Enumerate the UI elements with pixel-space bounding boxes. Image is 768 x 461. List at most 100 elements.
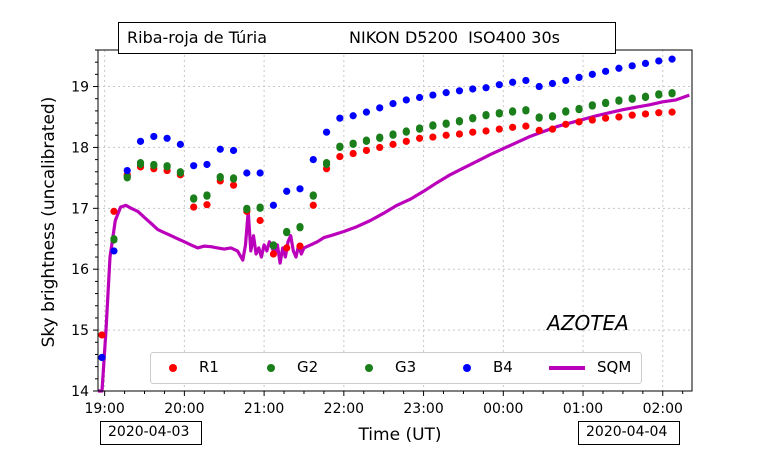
x-tick-label: 01:00: [563, 401, 603, 417]
point-r1: [98, 331, 106, 339]
point-b4: [469, 85, 477, 93]
annotation-label: AZOTEA: [545, 311, 629, 335]
point-g3: [615, 96, 623, 104]
point-g3: [575, 104, 583, 113]
point-r1: [376, 143, 384, 152]
point-r1: [455, 130, 464, 138]
date-left: 2020-04-03: [108, 424, 190, 440]
point-g3: [336, 142, 344, 150]
sqm-line: [98, 93, 690, 393]
point-r1: [389, 140, 397, 148]
header-box: Riba-roja de Túria NIKON D5200 ISO400 30…: [118, 22, 616, 54]
point-g3: [243, 204, 251, 212]
point-b4: [588, 70, 596, 78]
x-tick-label: 20:00: [164, 401, 204, 417]
y-tick-label: 18: [71, 140, 89, 156]
point-g3: [136, 159, 145, 167]
point-g3: [588, 101, 596, 109]
point-g3: [469, 113, 477, 122]
point-b4: [548, 79, 557, 88]
point-b4: [296, 185, 304, 193]
point-g3: [123, 173, 131, 181]
point-b4: [415, 93, 424, 102]
point-b4: [389, 99, 397, 108]
point-b4: [163, 134, 171, 142]
point-b4: [243, 169, 251, 177]
point-b4: [362, 108, 371, 116]
point-g3: [641, 92, 650, 100]
point-r1: [362, 146, 371, 155]
point-r1: [415, 134, 424, 142]
point-r1: [190, 203, 198, 211]
point-b4: [269, 201, 278, 209]
point-b4: [522, 76, 530, 85]
point-r1: [442, 131, 450, 139]
point-r1: [668, 108, 676, 116]
point-r1: [562, 120, 570, 128]
point-b4: [322, 128, 331, 136]
x-tick-label: 02:00: [643, 401, 683, 417]
point-b4: [176, 140, 184, 148]
point-r1: [429, 133, 437, 141]
point-r1: [229, 181, 238, 189]
point-r1: [602, 114, 610, 122]
date-right-box: 2020-04-04: [578, 421, 680, 445]
point-b4: [455, 87, 464, 95]
point-g3: [322, 159, 331, 167]
point-g3: [402, 127, 410, 135]
point-g3: [269, 241, 278, 249]
point-r1: [641, 110, 650, 118]
point-b4: [429, 91, 437, 99]
point-b4: [641, 59, 650, 67]
x-tick-label: 19:00: [84, 401, 124, 417]
legend-marker-g3: [365, 364, 373, 372]
y-axis-label: Sky brightness (uncalibrated): [39, 97, 59, 348]
date-left-box: 2020-04-03: [100, 421, 202, 445]
point-g3: [163, 162, 171, 170]
point-g3: [110, 235, 118, 243]
y-tick-label: 16: [71, 262, 89, 278]
point-g3: [176, 168, 184, 176]
point-b4: [110, 247, 118, 255]
point-b4: [256, 169, 264, 177]
legend-marker-b4: [463, 364, 471, 372]
point-r1: [628, 111, 636, 119]
x-tick-label: 21:00: [244, 401, 284, 417]
point-r1: [548, 125, 557, 133]
point-b4: [562, 76, 570, 85]
legend-marker-r1: [169, 364, 177, 372]
point-b4: [628, 62, 636, 70]
point-b4: [123, 166, 131, 175]
point-g3: [522, 106, 530, 114]
legend-marker-g2: [267, 364, 275, 372]
point-r1: [110, 207, 118, 215]
point-b4: [203, 160, 211, 169]
point-g3: [535, 113, 543, 121]
legend-label-sqm: SQM: [597, 358, 632, 376]
point-b4: [98, 353, 106, 362]
point-g3: [429, 121, 437, 129]
point-r1: [269, 250, 278, 258]
point-b4: [668, 55, 676, 63]
point-g3: [389, 130, 397, 138]
legend-label-b4: B4: [493, 358, 513, 376]
point-series: [98, 55, 676, 362]
point-b4: [535, 82, 543, 91]
point-g3: [562, 107, 570, 115]
legend: R1 G2 G3 B4 SQM: [150, 352, 642, 384]
point-b4: [136, 137, 145, 145]
point-r1: [349, 149, 357, 158]
point-b4: [349, 112, 357, 120]
point-b4: [150, 132, 158, 141]
point-g3: [655, 90, 663, 98]
point-g3: [415, 124, 424, 132]
point-g3: [190, 194, 198, 202]
point-b4: [575, 73, 583, 82]
x-tick-label: 22:00: [324, 401, 364, 417]
point-g3: [216, 173, 224, 181]
point-r1: [256, 216, 264, 225]
point-r1: [336, 152, 344, 161]
legend-label-g3: G3: [395, 358, 417, 376]
point-g3: [602, 98, 610, 106]
